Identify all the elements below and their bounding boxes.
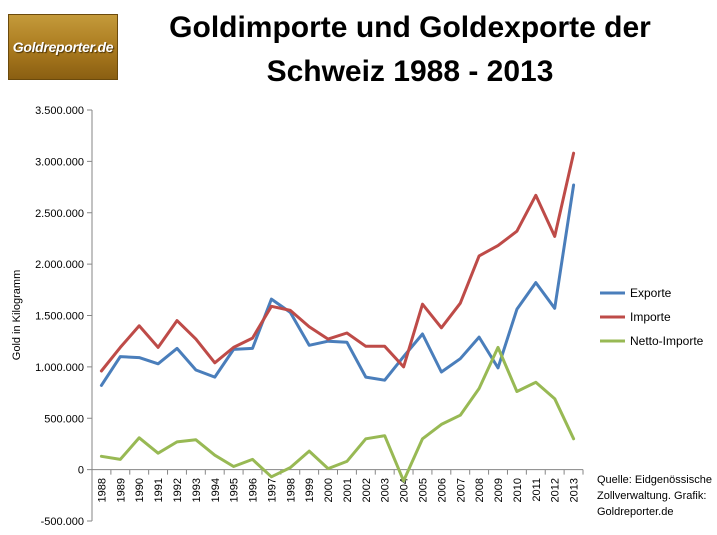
series-line-exporte — [99, 183, 576, 387]
x-tick-label: 2008 — [474, 478, 486, 502]
x-tick-label: 2003 — [380, 478, 392, 502]
x-tick-label: 2002 — [361, 478, 373, 502]
y-tick-label: 2.000.000 — [35, 259, 84, 271]
legend-label: Importe — [630, 310, 671, 324]
legend-label: Netto-Importe — [630, 334, 704, 348]
chart-legend: Exporte Importe Netto-Importe — [600, 286, 704, 348]
chart-series — [99, 151, 576, 483]
y-tick-label: 1.000.000 — [35, 362, 84, 374]
y-tick-label: 1.500.000 — [35, 311, 84, 323]
chart-title: Goldimporte und Goldexporte der Schweiz … — [120, 6, 700, 94]
x-tick-label: 1989 — [115, 478, 127, 502]
x-tick-label: 1991 — [153, 478, 165, 502]
x-tick-label: 2005 — [417, 478, 429, 502]
x-tick-label: 1998 — [285, 478, 297, 502]
x-tick-label: 2009 — [493, 478, 505, 502]
legend-label: Exporte — [630, 286, 672, 300]
y-tick-label: 2.500.000 — [35, 208, 84, 220]
x-tick-label: 2013 — [569, 478, 581, 502]
x-tick-label: 2006 — [436, 478, 448, 502]
y-tick-label: -500.000 — [41, 516, 84, 528]
source-line-3: Goldreporter.de — [597, 506, 674, 518]
x-tick-label: 1995 — [229, 478, 241, 502]
x-tick-label: 2000 — [323, 478, 335, 502]
x-tick-label: 1996 — [248, 478, 260, 502]
logo-text: Goldreporter.de — [12, 39, 114, 55]
y-tick-label: 3.500.000 — [35, 105, 84, 117]
chart-title-line-1: Goldimporte und Goldexporte der — [169, 11, 651, 44]
y-axis-label: Gold in Kilogramm — [11, 270, 23, 360]
x-axis-ticks: 1988 1989 1990 1991 1992 1993 1994 1995 1996 1997… — [91, 469, 584, 502]
x-tick-label: 2010 — [512, 478, 524, 502]
x-tick-label: 2007 — [455, 478, 467, 502]
x-tick-label: 1994 — [210, 478, 222, 502]
x-tick-label: 2004 — [399, 478, 411, 502]
chart-title-line-2: Schweiz 1988 - 2013 — [266, 55, 554, 88]
chart-axes — [91, 110, 583, 521]
y-tick-label: 3.000.000 — [35, 156, 84, 168]
x-tick-label: 1988 — [96, 478, 108, 502]
goldreporter-logo: Goldreporter.de — [8, 14, 118, 80]
x-tick-label: 2011 — [531, 478, 543, 502]
x-tick-label: 1993 — [191, 478, 203, 502]
y-tick-label: 500.000 — [44, 413, 84, 425]
x-tick-label: 1992 — [172, 478, 184, 502]
x-tick-label: 2012 — [550, 478, 562, 502]
y-axis-ticks: -500.000 0 500.000 1.000.000 1.500.000 2.000.… — [35, 105, 92, 528]
x-tick-label: 1999 — [304, 478, 316, 502]
source-line-2: Zollverwaltung. Grafik: — [597, 490, 707, 502]
y-tick-label: 0 — [78, 465, 84, 477]
source-note: Quelle: Eidgenössische Zollverwaltung. G… — [597, 472, 715, 520]
series-line-netto-importe — [99, 345, 576, 483]
source-line-1: Quelle: Eidgenössische — [597, 474, 712, 486]
x-tick-label: 1990 — [134, 478, 146, 502]
x-tick-label: 2001 — [342, 478, 354, 502]
series-line-importe — [99, 151, 576, 373]
x-tick-label: 1997 — [266, 478, 278, 502]
